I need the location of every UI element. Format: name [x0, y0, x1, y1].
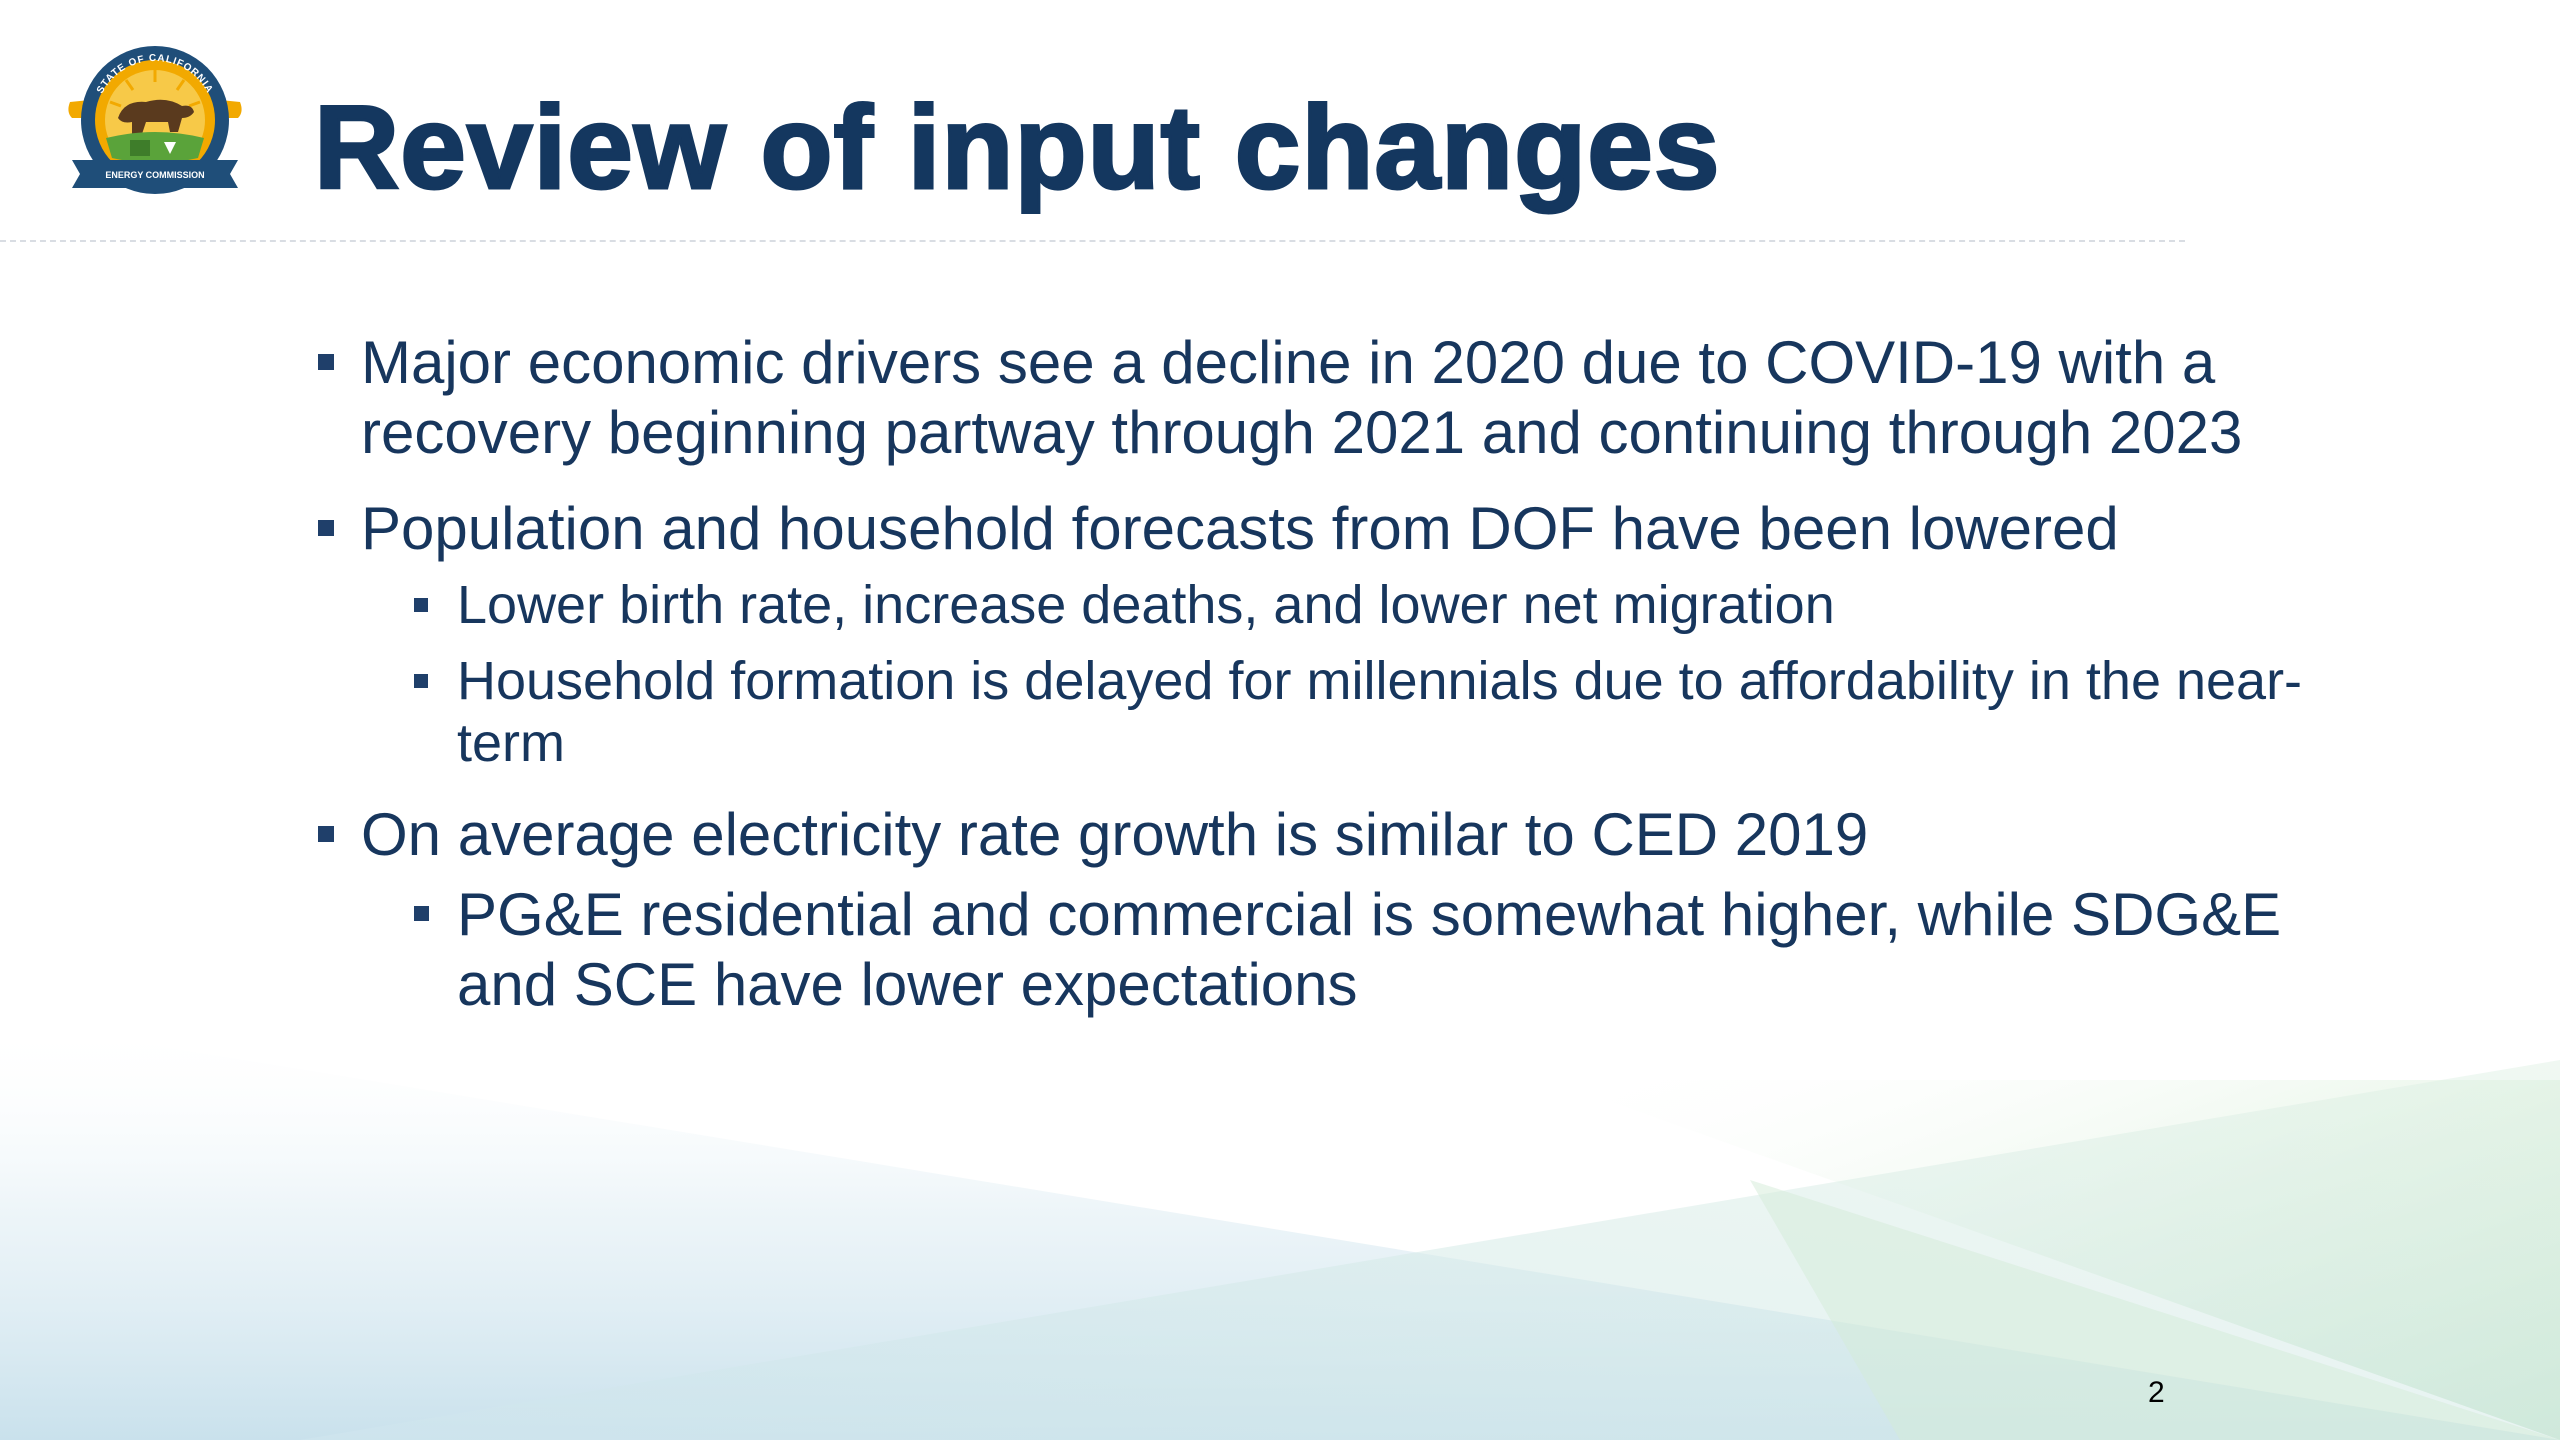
- bullet-item: Population and household forecasts from …: [314, 494, 2364, 564]
- energy-commission-seal-icon: ENERGY COMMISSION STATE OF CALIFORNIA: [68, 46, 242, 194]
- square-bullet-icon: [414, 906, 429, 921]
- square-bullet-icon: [318, 354, 334, 370]
- bullet-item: On average electricity rate growth is si…: [314, 800, 2364, 870]
- square-bullet-icon: [414, 598, 428, 612]
- bullet-list: Major economic drivers see a decline in …: [314, 328, 2364, 1034]
- title-divider: [0, 240, 2185, 242]
- sub-bullet-item: PG&E residential and commercial is somew…: [410, 880, 2364, 1020]
- bullet-text: Population and household forecasts from …: [361, 495, 2119, 562]
- bullet-text: On average electricity rate growth is si…: [361, 801, 1869, 868]
- bullet-item: Major economic drivers see a decline in …: [314, 328, 2364, 468]
- seal-banner-text: ENERGY COMMISSION: [105, 170, 204, 180]
- sub-bullet-item: Household formation is delayed for mille…: [410, 650, 2364, 774]
- sub-bullet-item: Lower birth rate, increase deaths, and l…: [410, 574, 2364, 636]
- square-bullet-icon: [318, 520, 334, 536]
- sub-bullet-text: Household formation is delayed for mille…: [457, 651, 2303, 773]
- sub-bullet-text: PG&E residential and commercial is somew…: [457, 881, 2282, 1018]
- page-title: Review of input changes: [312, 81, 1721, 216]
- bullet-text: Major economic drivers see a decline in …: [361, 329, 2243, 466]
- square-bullet-icon: [414, 674, 428, 688]
- square-bullet-icon: [318, 826, 334, 842]
- sub-bullet-text: Lower birth rate, increase deaths, and l…: [457, 575, 1835, 635]
- page-number: 2: [2148, 1376, 2165, 1409]
